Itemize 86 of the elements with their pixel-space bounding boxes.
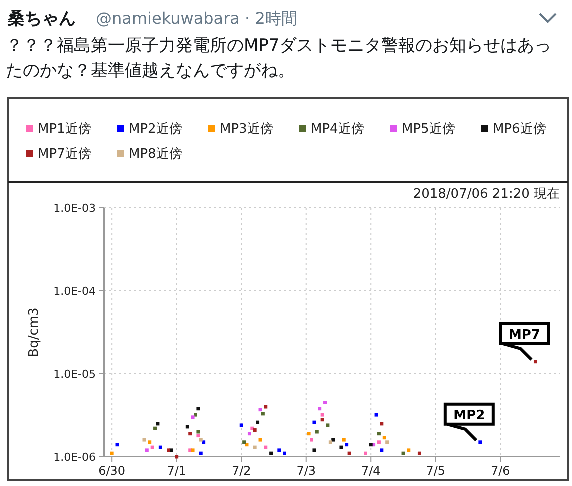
point bbox=[250, 426, 254, 430]
chart-subtitle: 2018/07/06 21:20 現在 bbox=[413, 187, 560, 202]
chart-title: ？？？福島第一原子力発電所のMP7ダストモニタ警報のお知らせはあったのかな？基準値越えなんですがね。 bbox=[6, 35, 553, 83]
legend-label: MP7近傍 bbox=[38, 147, 92, 162]
point bbox=[320, 413, 324, 417]
text: @namiekuwabara · 2時間 bbox=[96, 9, 298, 28]
point bbox=[199, 438, 203, 442]
point bbox=[270, 452, 274, 456]
point bbox=[264, 405, 268, 409]
point bbox=[328, 440, 332, 444]
point bbox=[382, 436, 386, 440]
point bbox=[386, 440, 390, 444]
annotation: MP7 bbox=[508, 328, 540, 343]
y-tick-label: 1.0E-05 bbox=[54, 368, 96, 381]
point bbox=[242, 440, 246, 444]
point bbox=[145, 448, 149, 452]
legend-label: MP4近傍 bbox=[311, 122, 364, 137]
point bbox=[148, 440, 152, 444]
point bbox=[261, 412, 265, 416]
point bbox=[369, 443, 373, 447]
point bbox=[348, 452, 352, 456]
point bbox=[150, 446, 154, 450]
point bbox=[377, 432, 381, 436]
point bbox=[202, 440, 206, 444]
point bbox=[142, 438, 146, 442]
point bbox=[110, 452, 114, 456]
point bbox=[158, 446, 162, 450]
legend-label: MP1近傍 bbox=[38, 122, 92, 137]
point bbox=[340, 446, 344, 450]
point bbox=[307, 432, 311, 436]
point bbox=[534, 360, 538, 364]
point bbox=[188, 432, 192, 436]
x-tick-label: 7/1 bbox=[167, 464, 187, 478]
x-tick-label: 6/30 bbox=[98, 464, 126, 478]
legend-label: MP5近傍 bbox=[402, 122, 456, 137]
legend-label: MP2近傍 bbox=[129, 122, 182, 137]
x-tick-label: 7/3 bbox=[296, 464, 316, 478]
point bbox=[253, 446, 257, 450]
legend-label: MP8近傍 bbox=[129, 147, 182, 162]
y-tick-label: 1.0E-03 bbox=[54, 202, 96, 215]
point bbox=[191, 448, 195, 452]
point bbox=[191, 416, 195, 420]
legend-label: MP6近傍 bbox=[493, 122, 546, 137]
point bbox=[194, 413, 198, 417]
point bbox=[377, 440, 381, 444]
point bbox=[478, 440, 482, 444]
point bbox=[345, 443, 349, 447]
point bbox=[312, 420, 316, 424]
point bbox=[256, 420, 260, 424]
x-tick-label: 7/2 bbox=[232, 464, 252, 478]
y-axis-title: Bq/cm3 bbox=[27, 308, 42, 358]
point bbox=[264, 446, 268, 450]
x-tick-label: 7/5 bbox=[426, 464, 446, 478]
point bbox=[167, 448, 170, 452]
point bbox=[380, 422, 384, 426]
point bbox=[324, 401, 327, 405]
point bbox=[332, 438, 336, 442]
point bbox=[318, 407, 322, 411]
x-tick-label: 7/4 bbox=[361, 464, 381, 478]
point bbox=[312, 448, 316, 452]
point bbox=[407, 448, 411, 452]
point bbox=[186, 425, 190, 429]
point bbox=[248, 432, 252, 436]
point bbox=[154, 426, 157, 430]
x-tick-label: 7/6 bbox=[490, 464, 510, 478]
point bbox=[283, 452, 287, 456]
point bbox=[253, 428, 257, 432]
point bbox=[418, 452, 422, 456]
point bbox=[364, 452, 368, 456]
annotation: MP2 bbox=[454, 408, 486, 424]
point bbox=[310, 438, 314, 442]
point bbox=[199, 452, 203, 456]
text: 桑ちゃん bbox=[7, 9, 76, 29]
point bbox=[156, 422, 160, 426]
y-tick-label: 1.0E-06 bbox=[54, 451, 96, 464]
point bbox=[240, 424, 244, 428]
point bbox=[278, 448, 282, 452]
y-tick-label: 1.0E-04 bbox=[54, 285, 96, 298]
point bbox=[196, 434, 200, 438]
point bbox=[342, 438, 346, 442]
legend-label: MP3近傍 bbox=[220, 122, 274, 137]
point bbox=[326, 424, 330, 428]
point bbox=[320, 418, 324, 422]
point bbox=[380, 448, 384, 452]
point bbox=[196, 407, 200, 411]
point bbox=[374, 413, 378, 417]
